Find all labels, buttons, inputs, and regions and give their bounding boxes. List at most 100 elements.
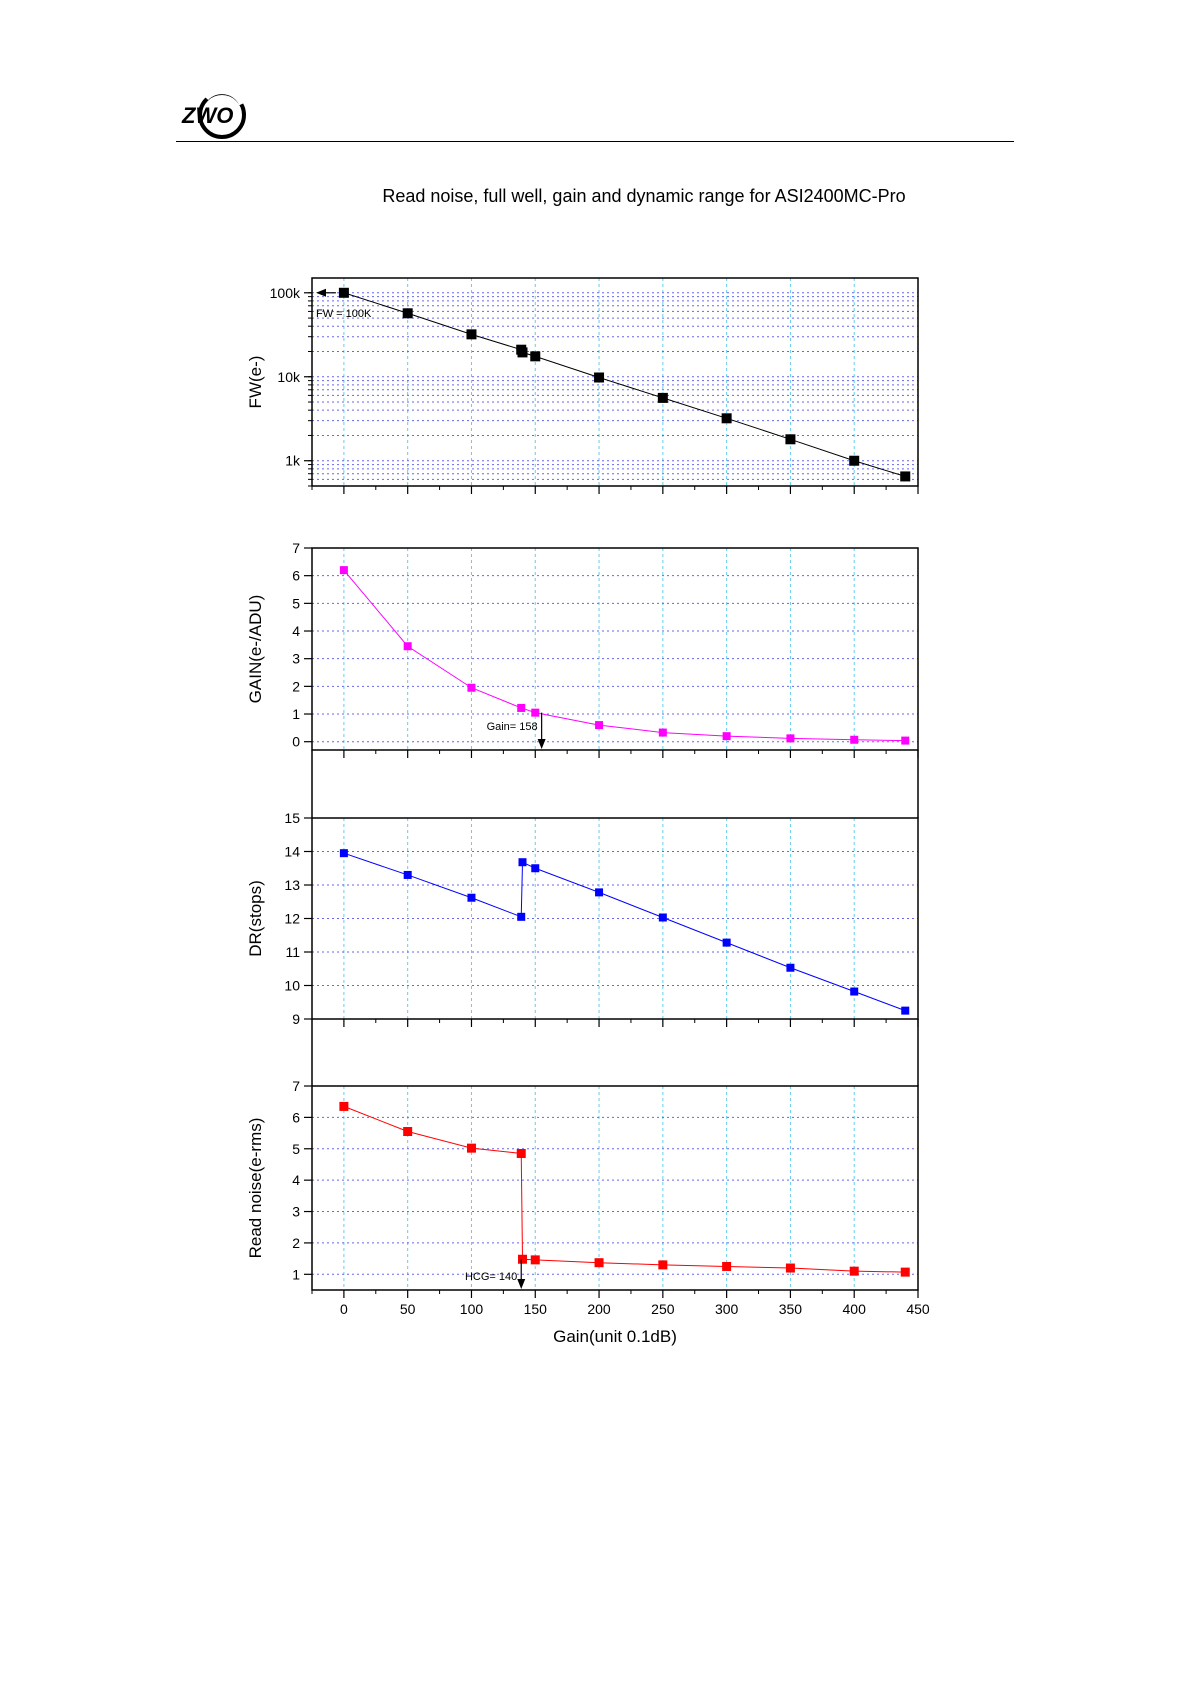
plot-frame <box>311 277 919 487</box>
series-line <box>343 852 906 1012</box>
hcg-annotation: HCG= 140 <box>465 1271 517 1283</box>
x-tick-label: 300 <box>715 1301 739 1317</box>
x-tick-label: 100 <box>460 1301 484 1317</box>
data-point <box>466 329 477 340</box>
data-point <box>403 1127 413 1137</box>
data-point <box>403 870 412 879</box>
data-point <box>900 1267 910 1277</box>
data-point <box>901 1006 910 1015</box>
x-tick-label: 250 <box>651 1301 675 1317</box>
y-tick-label: 1k <box>285 453 301 469</box>
y-tick-label: 5 <box>292 595 300 611</box>
x-tick-label: 450 <box>906 1301 930 1317</box>
x-axis-label: Gain(unit 0.1dB) <box>553 1327 677 1346</box>
plot-frame <box>311 547 919 751</box>
data-point <box>849 455 860 466</box>
data-point <box>721 413 732 424</box>
page-title: Read noise, full well, gain and dynamic … <box>382 186 906 206</box>
page-header: ZWO <box>176 88 1014 143</box>
data-point <box>901 736 910 745</box>
data-point <box>516 1148 526 1158</box>
data-point <box>850 735 859 744</box>
data-point <box>531 864 540 873</box>
data-point <box>785 434 796 445</box>
series-line <box>343 292 906 477</box>
y-tick-label: 7 <box>292 540 300 556</box>
data-point <box>467 683 476 692</box>
y-tick-label: 3 <box>292 651 300 667</box>
data-point <box>518 1254 528 1264</box>
y-tick-label: 15 <box>284 810 300 826</box>
x-tick-label: 200 <box>587 1301 611 1317</box>
y-tick-label: 7 <box>292 1078 300 1094</box>
data-point <box>517 912 526 921</box>
data-point <box>785 1263 795 1273</box>
data-point <box>658 728 667 737</box>
header-divider <box>176 141 1014 142</box>
data-point <box>850 987 859 996</box>
hcg-arrow-head <box>517 1279 526 1289</box>
y-tick-label: 13 <box>284 877 300 893</box>
data-point <box>339 1101 349 1111</box>
data-point <box>530 1255 540 1265</box>
y-tick-label: 6 <box>292 568 300 584</box>
x-tick-label: 350 <box>779 1301 803 1317</box>
y-tick-label: 4 <box>292 623 300 639</box>
y-tick-label: 1 <box>292 706 300 722</box>
data-point <box>339 849 348 858</box>
y-tick-label: 2 <box>292 1235 300 1251</box>
gain-arrow-head <box>537 739 546 749</box>
y-tick-label: 9 <box>292 1011 300 1027</box>
y-tick-label: 1 <box>292 1266 300 1282</box>
series-line <box>343 1105 906 1273</box>
y-tick-label: 10 <box>284 978 300 994</box>
logo-text: ZWO <box>181 103 233 128</box>
y-axis-label: FW(e-) <box>246 356 265 409</box>
zwo-logo: ZWO <box>181 88 246 139</box>
x-tick-label: 0 <box>340 1301 348 1317</box>
data-point <box>530 351 541 362</box>
data-point <box>467 893 476 902</box>
data-point <box>466 1143 476 1153</box>
chart-fw: 1k 10k 100k FW(e-) FW = 100K <box>246 277 919 494</box>
x-tick-label: 400 <box>843 1301 867 1317</box>
data-point <box>595 721 604 730</box>
y-tick-label: 3 <box>292 1204 300 1220</box>
data-point <box>594 372 605 383</box>
data-point <box>849 1266 859 1276</box>
y-tick-label: 4 <box>292 1172 300 1188</box>
data-point <box>517 347 528 358</box>
y-axis-label: GAIN(e-/ADU) <box>246 595 265 704</box>
y-axis-label: DR(stops) <box>246 880 265 957</box>
y-tick-label: 11 <box>285 944 300 960</box>
data-point <box>786 734 795 743</box>
y-tick-label: 10k <box>277 369 301 385</box>
chart-dr: 9 10 11 12 13 14 15 DR(stops) <box>246 810 919 1027</box>
data-point <box>786 963 795 972</box>
data-point <box>595 888 604 897</box>
chart-gain: 0 1 2 3 4 5 6 7 GAIN(e-/ADU) Gain= 158 <box>246 540 919 758</box>
data-point <box>338 287 349 298</box>
y-tick-label: 12 <box>284 911 300 927</box>
data-point <box>402 308 413 319</box>
data-point <box>339 566 348 575</box>
series-line <box>343 569 906 742</box>
y-tick-label: 2 <box>292 678 300 694</box>
x-tick-label: 50 <box>400 1301 416 1317</box>
y-tick-label: 0 <box>292 734 300 750</box>
data-point <box>900 471 911 482</box>
data-point <box>403 642 412 651</box>
x-tick-label: 150 <box>524 1301 548 1317</box>
y-tick-label: 14 <box>284 844 300 860</box>
data-point <box>657 392 668 403</box>
chart-rn: 1 2 3 4 5 6 7 Read noise(e-rms) HCG= 140 0 50 100 15… <box>246 1078 930 1346</box>
y-axis-label: Read noise(e-rms) <box>246 1118 265 1259</box>
data-point <box>658 1260 668 1270</box>
data-point <box>518 858 527 867</box>
gain-annotation: Gain= 158 <box>487 721 538 733</box>
fw-annotation: FW = 100K <box>316 308 372 320</box>
data-point <box>722 938 731 947</box>
plot-frame <box>311 1085 919 1291</box>
data-point <box>722 732 731 741</box>
